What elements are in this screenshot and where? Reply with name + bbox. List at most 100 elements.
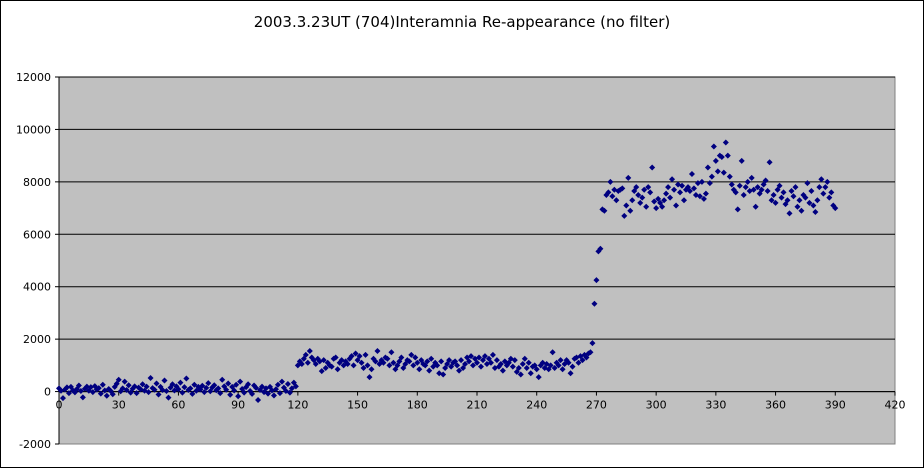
- data-point: [726, 173, 733, 180]
- x-tick-label: 90: [231, 399, 245, 412]
- data-point: [706, 180, 713, 187]
- data-point: [629, 197, 636, 204]
- data-point: [161, 377, 168, 384]
- data-point: [519, 361, 526, 368]
- data-point: [272, 386, 279, 393]
- data-point: [609, 193, 616, 200]
- x-tick-label: 390: [825, 399, 846, 412]
- data-point: [133, 390, 140, 397]
- data-point: [661, 197, 668, 204]
- data-point: [605, 189, 612, 196]
- data-point: [776, 182, 783, 189]
- data-point: [489, 351, 496, 358]
- data-point: [368, 366, 375, 373]
- data-point: [597, 245, 604, 252]
- data-point: [390, 359, 397, 366]
- data-point: [525, 359, 532, 366]
- data-point: [497, 361, 504, 368]
- data-point: [155, 391, 162, 398]
- data-point: [344, 361, 351, 368]
- data-point: [416, 366, 423, 373]
- data-point: [718, 153, 725, 160]
- data-point: [201, 389, 208, 396]
- data-point: [722, 139, 729, 146]
- data-point: [284, 380, 291, 387]
- data-point: [517, 371, 524, 378]
- data-point: [790, 193, 797, 200]
- data-point: [227, 391, 234, 398]
- y-tick-label: 10000: [16, 123, 51, 136]
- data-point: [352, 350, 359, 357]
- data-point: [153, 380, 160, 387]
- data-point: [710, 143, 717, 150]
- data-point: [732, 189, 739, 196]
- data-point: [286, 389, 293, 396]
- data-point: [386, 362, 393, 369]
- data-point: [215, 385, 222, 392]
- data-point: [704, 164, 711, 171]
- data-point: [740, 191, 747, 198]
- data-point: [814, 197, 821, 204]
- data-point: [163, 388, 170, 395]
- data-point: [428, 355, 435, 362]
- data-point: [302, 351, 309, 358]
- data-point: [95, 385, 102, 392]
- data-point: [669, 176, 676, 183]
- data-point: [274, 381, 281, 388]
- data-point: [187, 385, 194, 392]
- x-tick-label: 60: [171, 399, 185, 412]
- y-tick-label: 6000: [23, 228, 51, 241]
- data-point: [199, 382, 206, 389]
- data-point: [653, 205, 660, 212]
- x-tick-label: 210: [467, 399, 488, 412]
- data-point: [298, 361, 305, 368]
- data-point: [440, 371, 447, 378]
- data-point: [79, 394, 86, 401]
- data-point: [304, 359, 311, 366]
- data-point: [792, 184, 799, 191]
- data-point: [700, 195, 707, 202]
- data-point: [203, 384, 210, 391]
- data-point: [253, 384, 260, 391]
- data-point: [671, 186, 678, 193]
- data-point: [205, 380, 212, 387]
- data-point: [659, 203, 666, 210]
- data-point: [637, 199, 644, 206]
- data-point: [806, 199, 813, 206]
- data-point: [388, 349, 395, 356]
- y-tick-label: -2000: [19, 438, 51, 451]
- y-tick-label: 8000: [23, 176, 51, 189]
- data-point: [527, 370, 534, 377]
- data-point: [832, 205, 839, 212]
- data-point: [521, 355, 528, 362]
- data-point: [724, 152, 731, 159]
- data-point: [645, 184, 652, 191]
- data-point: [820, 190, 827, 197]
- data-point: [177, 379, 184, 386]
- data-point: [824, 178, 831, 185]
- data-point: [360, 364, 367, 371]
- x-tick-label: 300: [646, 399, 667, 412]
- data-point: [587, 349, 594, 356]
- data-point: [278, 378, 285, 385]
- data-point: [788, 188, 795, 195]
- data-point: [569, 363, 576, 370]
- data-point: [770, 191, 777, 198]
- data-point: [688, 170, 695, 177]
- data-point: [591, 300, 598, 307]
- x-tick-label: 420: [885, 399, 906, 412]
- data-point: [547, 362, 554, 369]
- data-point: [481, 353, 488, 360]
- data-point: [515, 364, 522, 371]
- data-point: [454, 362, 461, 369]
- data-point: [372, 358, 379, 365]
- data-point: [434, 362, 441, 369]
- x-tick-label: 30: [112, 399, 126, 412]
- data-point: [696, 193, 703, 200]
- data-point: [292, 383, 299, 390]
- data-point: [533, 366, 540, 373]
- y-tick-label: 4000: [23, 281, 51, 294]
- chart-title: 2003.3.23UT (704)Interamnia Re-appearanc…: [253, 13, 671, 31]
- data-point: [380, 359, 387, 366]
